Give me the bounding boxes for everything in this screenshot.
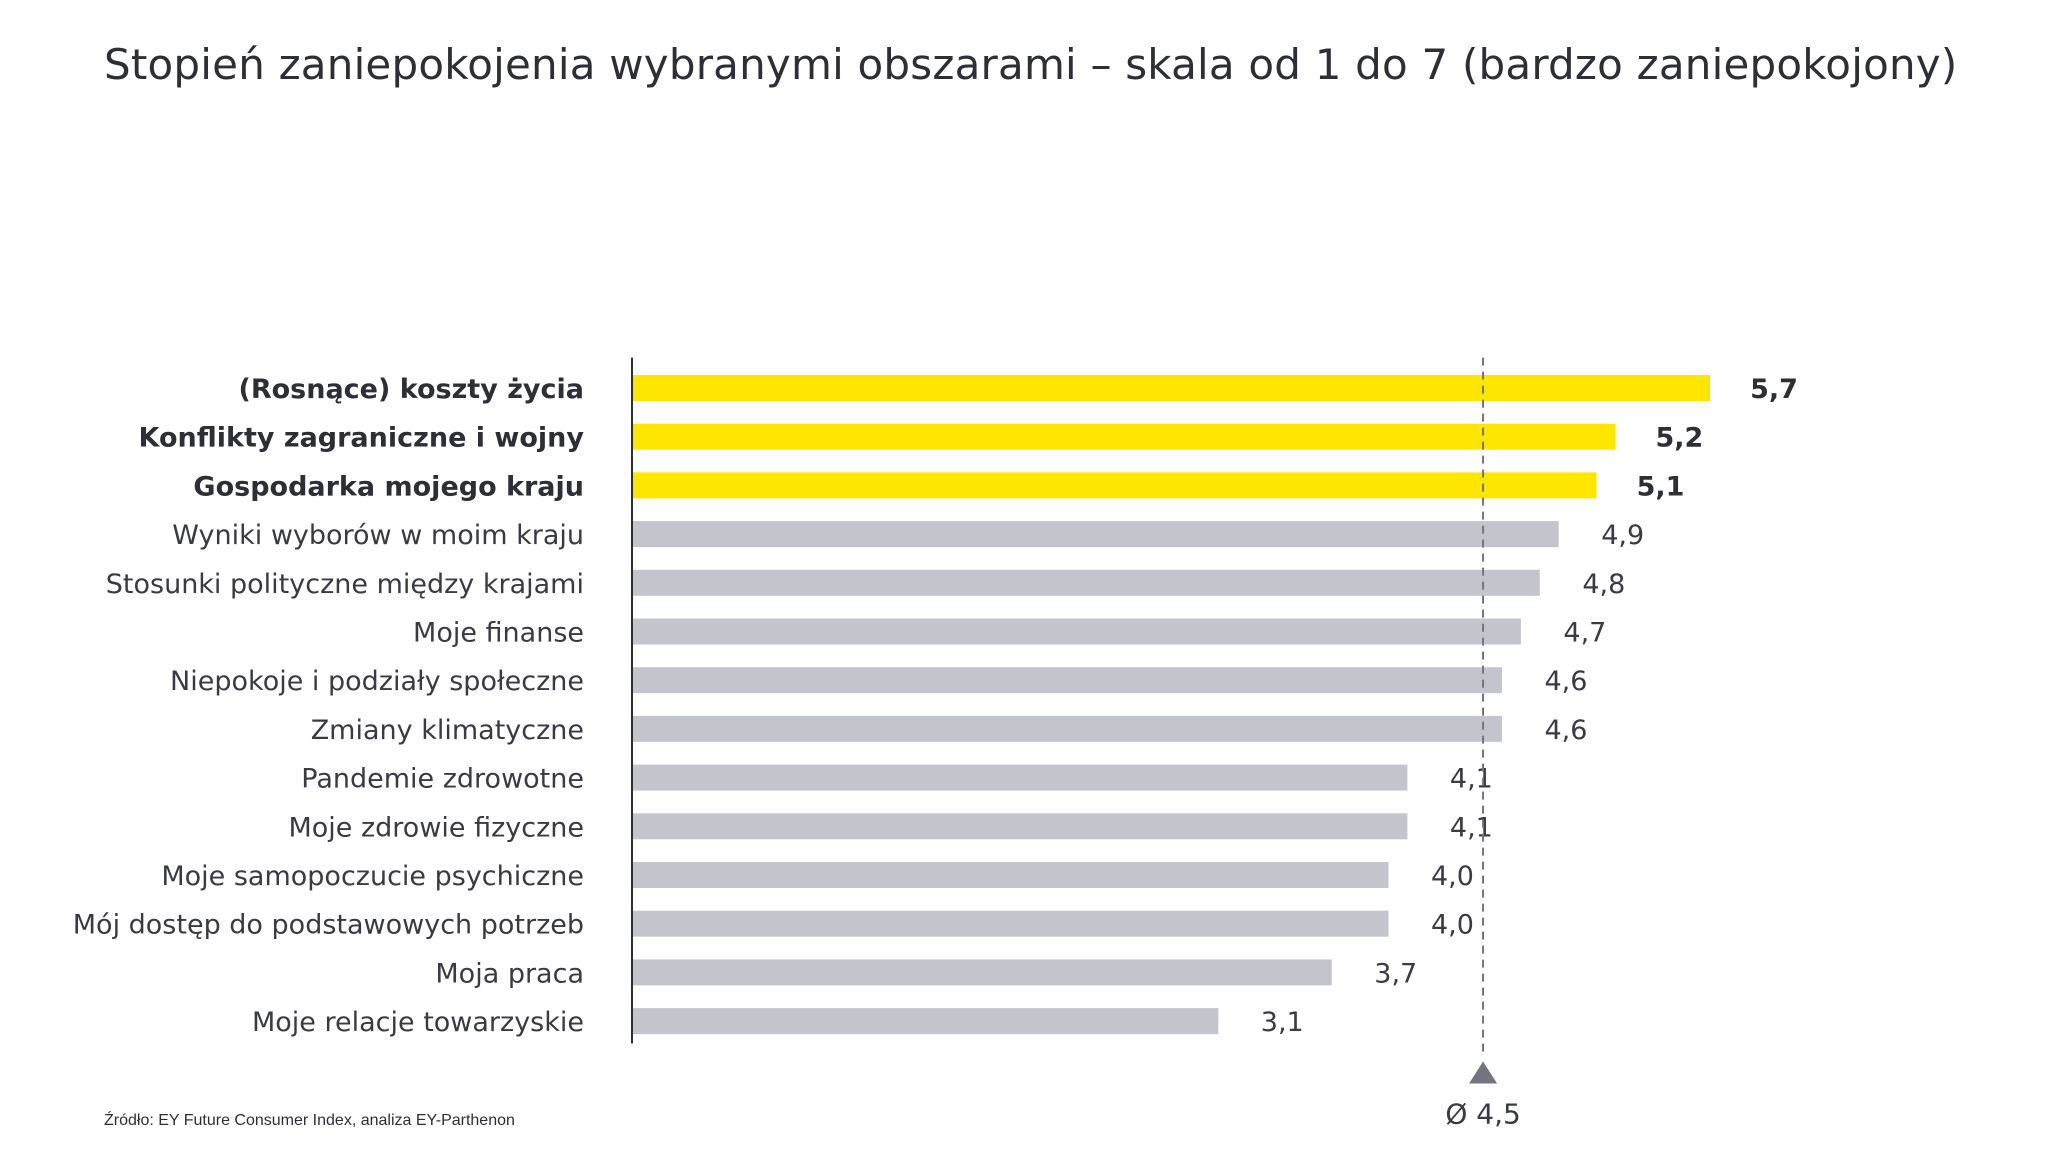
- category-label: Zmiany klimatyczne: [311, 715, 584, 746]
- value-label: 5,2: [1656, 423, 1704, 454]
- value-label: 4,9: [1601, 520, 1644, 551]
- average-marker-icon: [1469, 1061, 1498, 1084]
- bar: [632, 472, 1597, 499]
- value-label: 4,1: [1450, 812, 1493, 843]
- category-label: Stosunki polityczne między krajami: [106, 569, 584, 600]
- bar: [632, 667, 1502, 694]
- value-label: 3,1: [1261, 1007, 1304, 1038]
- value-label: 4,1: [1450, 764, 1493, 795]
- value-label: 4,7: [1563, 618, 1606, 649]
- value-label: 4,8: [1582, 569, 1625, 600]
- category-label: Moje samopoczucie psychiczne: [161, 861, 584, 892]
- bar: [632, 862, 1389, 888]
- value-label: 3,7: [1374, 958, 1417, 989]
- value-label: 5,7: [1750, 374, 1798, 405]
- source-note: Źródło: EY Future Consumer Index, analiz…: [104, 1112, 515, 1129]
- category-label: Pandemie zdrowotne: [301, 764, 584, 795]
- bar: [632, 813, 1408, 840]
- bar: [632, 375, 1710, 401]
- category-label: Wyniki wyborów w moim kraju: [172, 520, 584, 551]
- category-label: Gospodarka mojego kraju: [193, 471, 584, 502]
- value-labels: 5,7 5,2 5,1 4,9 4,8 4,7 4,6 4,6 4,1 4,1 4,0 4,0 3,7 3…: [1261, 374, 1798, 1038]
- category-label: Moje relacje towarzyskie: [252, 1007, 584, 1038]
- category-label: Moje finanse: [413, 618, 584, 649]
- bar: [632, 764, 1408, 791]
- category-label: Niepokoje i podziały społeczne: [170, 666, 584, 697]
- category-label: Mój dostęp do podstawowych potrzeb: [73, 910, 584, 941]
- bar: [632, 423, 1616, 450]
- value-label: 5,1: [1637, 471, 1685, 502]
- category-label: (Rosnące) koszty życia: [238, 374, 584, 405]
- bar: [632, 521, 1559, 548]
- average-label: Ø 4,5: [1445, 1097, 1520, 1130]
- category-label: Konflikty zagraniczne i wojny: [139, 423, 585, 454]
- bar: [632, 569, 1540, 596]
- value-label: 4,0: [1431, 910, 1474, 941]
- value-label: 4,0: [1431, 861, 1474, 892]
- category-label: Moja praca: [435, 958, 584, 989]
- category-label: Moje zdrowie fizyczne: [288, 812, 584, 843]
- bar: [632, 959, 1332, 986]
- bar: [632, 1008, 1219, 1035]
- bar: [632, 910, 1389, 937]
- value-label: 4,6: [1544, 715, 1587, 746]
- bars-group: [632, 375, 1710, 1035]
- category-labels: (Rosnące) koszty życia Konflikty zagranic…: [73, 374, 585, 1038]
- bar: [632, 618, 1521, 645]
- value-label: 4,6: [1544, 666, 1587, 697]
- bar: [632, 715, 1502, 742]
- chart-title: Stopień zaniepokojenia wybranymi obszara…: [104, 40, 1958, 89]
